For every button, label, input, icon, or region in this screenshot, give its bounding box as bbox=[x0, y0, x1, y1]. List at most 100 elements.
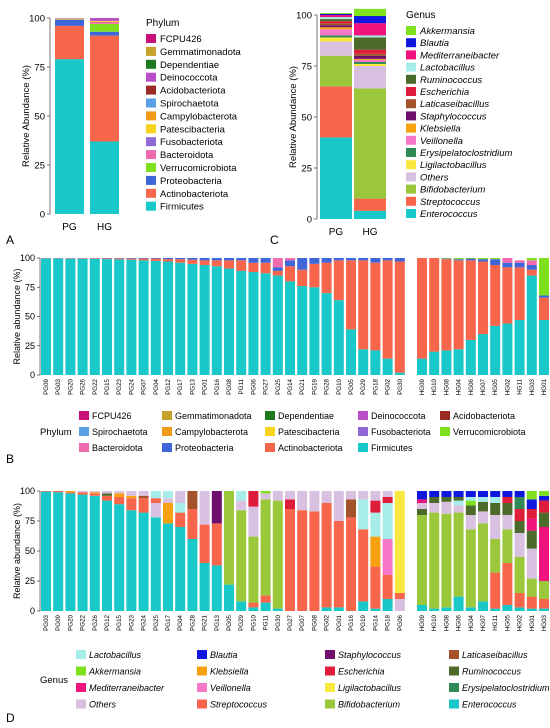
bar-pg25-bacteroidota bbox=[272, 258, 283, 268]
bar-hg09-blautia bbox=[417, 491, 428, 500]
bar-pg30-enterococcus bbox=[272, 608, 283, 611]
bar-pg12-streptococcus bbox=[102, 495, 113, 501]
x-tick-label: PG21 bbox=[299, 378, 306, 394]
bar-hg-actinobacteriota bbox=[90, 35, 119, 142]
x-tick-label: PG08 bbox=[226, 378, 233, 394]
bar-pg16-firmicutes bbox=[211, 266, 222, 375]
bar-pg-bifidobacterium bbox=[320, 55, 352, 87]
bar-pg-ligilactobacillus bbox=[320, 37, 352, 42]
bar-pg22-actinobacteriota bbox=[89, 258, 100, 259]
bar-pg16-streptococcus bbox=[346, 517, 357, 611]
bar-pg18-escherichia bbox=[382, 497, 393, 503]
bar-hg-bacteroidota bbox=[90, 21, 119, 24]
x-tick-label: HG08 bbox=[443, 378, 450, 395]
bar-pg28-firmicutes bbox=[321, 293, 332, 375]
bar-pg-mediterraneibacter bbox=[320, 15, 352, 18]
bar-hg11-bacteroidota bbox=[514, 260, 525, 263]
bar-pg30-actinobacteriota bbox=[394, 261, 405, 373]
bar-hg08-ruminococcus bbox=[441, 497, 452, 502]
bar-hg01-blautia bbox=[526, 499, 537, 509]
bar-hg05-verrucomicrobiota bbox=[490, 258, 501, 260]
bar-hg11-bifidobacterium bbox=[490, 539, 501, 573]
legend-swatch bbox=[406, 184, 416, 194]
bar-hg08-proteobacteria bbox=[441, 258, 452, 260]
bar-hg07-blautia bbox=[478, 491, 489, 497]
x-tick-label: PG22 bbox=[80, 614, 87, 630]
y-tick-label: 100 bbox=[29, 13, 45, 24]
bar-pg12-ruminococcus bbox=[102, 493, 113, 496]
legend-swatch bbox=[358, 411, 368, 420]
x-tick-label: PG16 bbox=[348, 614, 355, 630]
legend-swatch bbox=[146, 124, 156, 134]
legend-item: Escherichia bbox=[338, 667, 385, 677]
bar-hg03-actinobacteriota bbox=[526, 269, 537, 276]
bar-hg05-firmicutes bbox=[490, 325, 501, 375]
x-tick-label: PG18 bbox=[372, 378, 379, 394]
bar-hg04-bifidobacterium bbox=[465, 529, 476, 608]
legend-swatch bbox=[325, 699, 335, 709]
bar-hg06-actinobacteriota bbox=[465, 260, 476, 340]
bar-pg26-enterococcus bbox=[89, 495, 100, 611]
legend-swatch bbox=[146, 188, 156, 198]
panel-label-c: C bbox=[270, 233, 279, 247]
legend-item: Proteobacteria bbox=[175, 443, 234, 453]
bar-hg03-proteobacteria bbox=[526, 265, 537, 270]
x-tick-label: PG09 bbox=[55, 614, 62, 630]
bar-hg01-bifidobacterium bbox=[526, 578, 537, 597]
x-tick-label: PG18 bbox=[385, 614, 392, 630]
bar-hg03-streptococcus bbox=[539, 599, 550, 609]
bar-pg24-proteobacteria bbox=[126, 258, 137, 259]
x-tick-label: PG06 bbox=[397, 614, 404, 630]
bar-pg02-firmicutes bbox=[382, 358, 393, 375]
bar-hg05-actinobacteriota bbox=[490, 265, 501, 326]
legend-swatch bbox=[325, 683, 335, 692]
x-tick-label: PG28 bbox=[324, 378, 331, 394]
bar-pg27-proteobacteria bbox=[260, 258, 271, 263]
legend-item: Staphylococcus bbox=[420, 111, 487, 122]
bar-pg14-lactobacillus bbox=[370, 512, 381, 537]
bar-pg02-streptococcus bbox=[321, 503, 332, 608]
bar-pg22-streptococcus bbox=[77, 492, 88, 495]
y-tick-label: 50 bbox=[301, 112, 312, 123]
y-tick-label: 75 bbox=[25, 516, 35, 526]
bar-pg01-streptococcus bbox=[333, 521, 344, 608]
legend-swatch bbox=[76, 650, 86, 659]
y-tick-label: 25 bbox=[34, 160, 45, 171]
legend-item: Bifidobacterium bbox=[420, 185, 486, 196]
bar-pg17-others bbox=[163, 498, 174, 503]
bar-pg-akkermansia bbox=[320, 12, 352, 14]
bar-pg29-proteobacteria bbox=[358, 258, 369, 261]
bar-pg12-proteobacteria bbox=[163, 258, 174, 260]
bar-pg10-firmicutes bbox=[333, 300, 344, 375]
bar-pg03-firmicutes bbox=[53, 258, 64, 375]
x-tick-label: PG16 bbox=[214, 378, 221, 394]
bar-pg12-firmicutes bbox=[163, 261, 174, 375]
bar-pg04-enterococcus bbox=[175, 527, 186, 611]
bar-hg10-actinobacteriota bbox=[429, 258, 440, 352]
x-tick-label: PG27 bbox=[263, 378, 270, 394]
legend-item: Firmicutes bbox=[371, 443, 413, 453]
bar-pg14-proteobacteria bbox=[285, 260, 296, 267]
bar-hg-verrucomicrobiota bbox=[90, 23, 119, 32]
bar-pg09-enterococcus bbox=[53, 492, 64, 611]
legend-item: Akkermansia bbox=[88, 667, 141, 677]
x-tick-label: PG08 bbox=[311, 614, 318, 630]
bar-pg24-firmicutes bbox=[126, 259, 137, 375]
bar-pg21-proteobacteria bbox=[297, 258, 308, 270]
bar-pg13-staphylococcus bbox=[211, 491, 222, 524]
legend-item: Deinococcota bbox=[371, 411, 426, 421]
bar-hg01-verrucomicrobiota bbox=[539, 258, 550, 296]
legend-swatch bbox=[440, 427, 450, 436]
bar-hg07-lactobacillus bbox=[478, 497, 489, 502]
x-tick-label: HG05 bbox=[504, 614, 511, 631]
bar-hg02-erysipelatoclostridium bbox=[514, 497, 525, 509]
bar-hg02-others bbox=[514, 533, 525, 557]
bar-hg03-ruminococcus bbox=[539, 512, 550, 527]
bar-hg06-others bbox=[453, 505, 464, 513]
legend-swatch bbox=[162, 427, 172, 436]
bar-pg29-firmicutes bbox=[358, 349, 369, 375]
legend-item: Ligilactobacillus bbox=[420, 160, 487, 171]
legend-item: Acidobacteriota bbox=[453, 411, 515, 421]
bar-pg17-lactobacillus bbox=[163, 491, 174, 499]
bar-hg04-actinobacteriota bbox=[453, 260, 464, 350]
